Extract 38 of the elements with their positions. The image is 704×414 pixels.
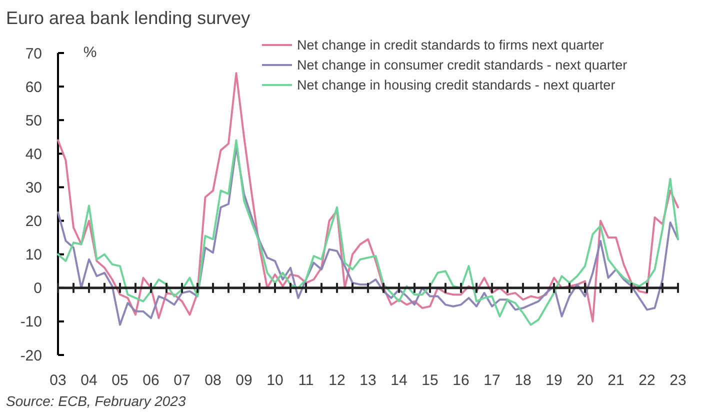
x-tick-label: 11 — [298, 372, 314, 389]
y-tick-label: 70 — [25, 45, 42, 62]
x-tick-label: 23 — [670, 372, 686, 389]
y-tick-label: -20 — [20, 347, 42, 364]
x-tick-label: 08 — [204, 372, 222, 389]
x-tick-label: 10 — [266, 372, 284, 389]
x-tick-label: 03 — [50, 372, 66, 389]
x-tick-label: 21 — [608, 372, 624, 389]
x-tick-label: 13 — [360, 372, 376, 389]
x-tick-label: 09 — [236, 372, 252, 389]
x-tick-label: 22 — [638, 372, 656, 389]
y-tick-label: 10 — [25, 246, 42, 264]
x-tick-label: 14 — [390, 372, 408, 389]
legend-label: Net change in housing credit standards - next quarter — [297, 78, 616, 93]
x-tick-label: 12 — [328, 372, 346, 389]
legend-label: Net change in credit standards to firms next quarter — [297, 38, 604, 53]
x-tick-label: 18 — [514, 372, 532, 389]
x-tick-label: 20 — [576, 372, 594, 389]
x-tick-label: 06 — [142, 372, 160, 389]
source-note: Source: ECB, February 2023 — [6, 393, 186, 409]
y-tick-label: 50 — [25, 112, 42, 130]
y-axis-title: % — [83, 44, 97, 61]
y-tick-label: 30 — [25, 179, 42, 196]
x-tick-label: 04 — [80, 372, 98, 389]
x-tick-label: 19 — [546, 372, 562, 389]
x-tick-label: 15 — [422, 372, 438, 389]
x-tick-label: 05 — [112, 372, 128, 389]
y-tick-label: 20 — [25, 213, 42, 230]
x-tick-label: 16 — [452, 372, 470, 389]
x-tick-label: 17 — [484, 372, 500, 389]
line-series — [57, 72, 679, 322]
legend-label: Net change in consumer credit standards - next quarter — [297, 58, 628, 73]
x-tick-label: 07 — [174, 372, 190, 389]
y-tick-label: 0 — [34, 280, 42, 298]
y-tick-label: 40 — [25, 146, 42, 163]
y-tick-label: -10 — [20, 314, 42, 331]
chart-title: Euro area bank lending survey — [6, 8, 250, 28]
y-tick-label: 60 — [25, 78, 42, 96]
